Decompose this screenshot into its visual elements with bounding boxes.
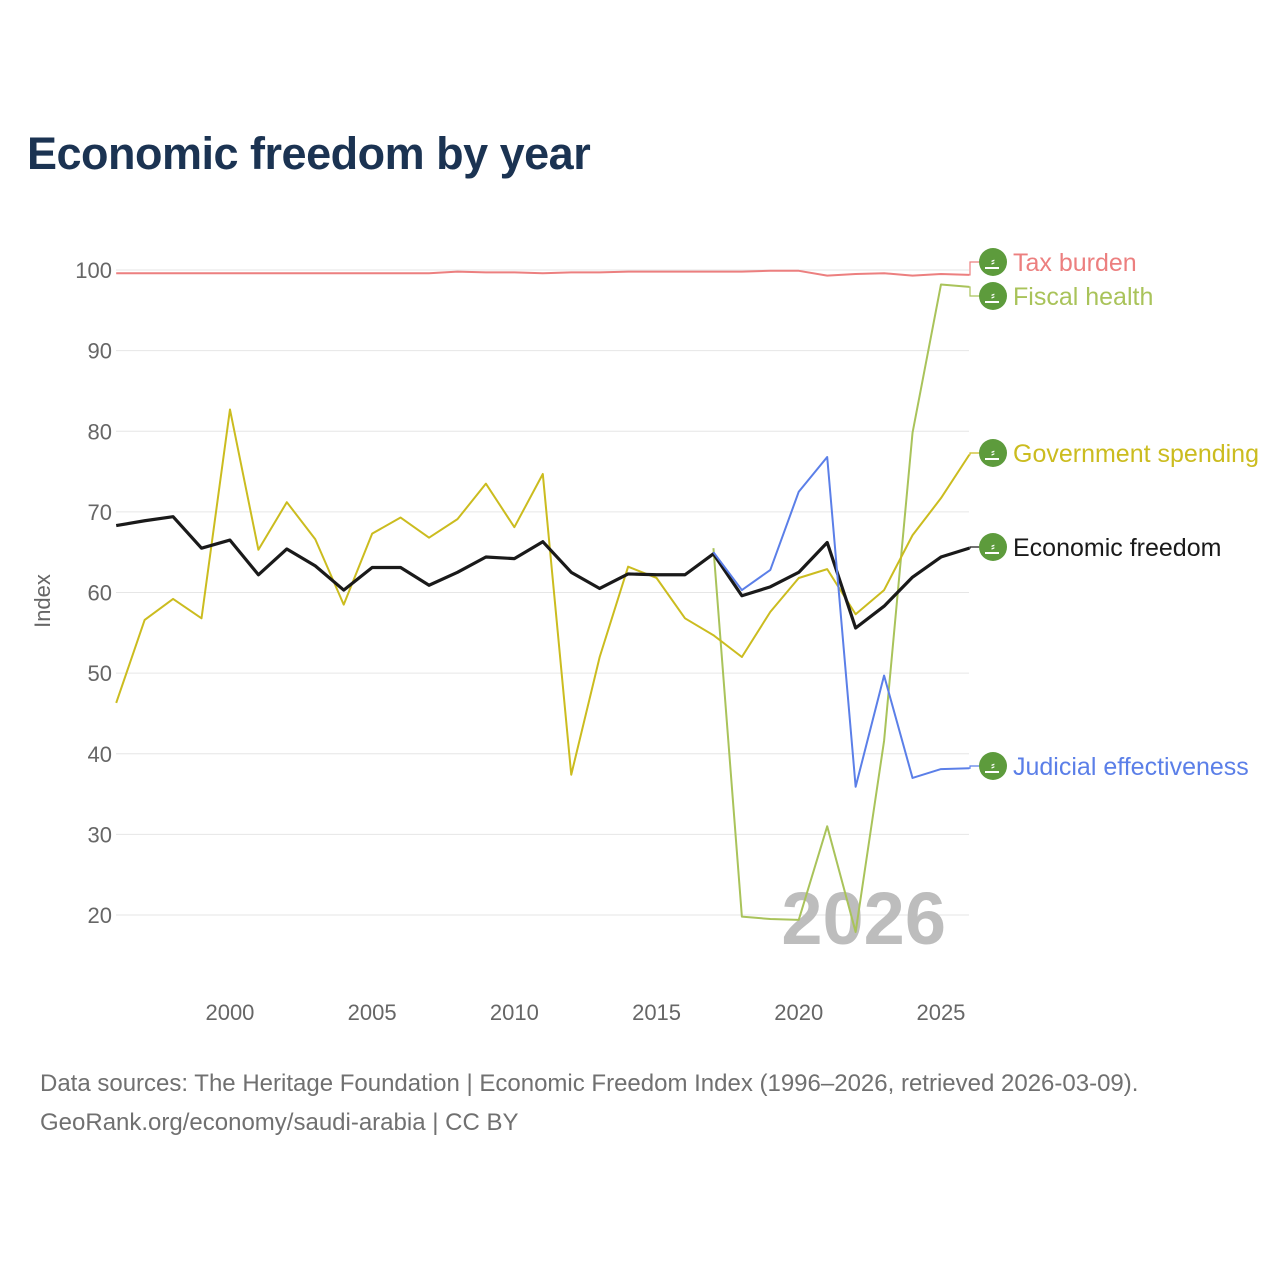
flag-script-glyph: ⸗ [991,760,995,772]
y-tick-label: 70 [88,500,112,525]
chart-title: Economic freedom by year [27,128,591,179]
x-tick-label: 2020 [774,1000,823,1025]
label-connector [969,765,980,769]
x-tick-label: 2025 [916,1000,965,1025]
y-tick-label: 40 [88,742,112,767]
series-line-fiscal-health [712,283,970,933]
flag-script-glyph: ⸗ [991,290,995,302]
x-tick-label: 2000 [205,1000,254,1025]
legend-label-government-spending: Government spending [1013,440,1259,468]
y-tick-label: 50 [88,661,112,686]
y-tick-label: 30 [88,822,112,847]
y-tick-label: 20 [88,903,112,928]
y-tick-label: 100 [75,258,112,283]
label-connector [969,546,980,549]
flag-script-glyph: ⸗ [991,541,995,553]
legend-label-judicial-effectiveness: Judicial effectiveness [1013,753,1249,781]
label-connector [969,286,980,297]
flag-sword-icon [985,267,999,269]
x-tick-label: 2015 [632,1000,681,1025]
source-note: Data sources: The Heritage Foundation | … [40,1070,1139,1097]
flag-sword-icon [985,771,999,773]
y-axis-label: Index [30,574,55,628]
license-note: GeoRank.org/economy/saudi-arabia | CC BY [40,1109,519,1136]
x-tick-label: 2010 [490,1000,539,1025]
x-tick-label: 2005 [348,1000,397,1025]
label-connector [969,452,980,456]
legend-label-economic-freedom: Economic freedom [1013,534,1221,562]
year-watermark: 2026 [781,877,946,960]
y-tick-label: 90 [88,339,112,364]
label-connector [969,261,980,276]
flag-script-glyph: ⸗ [991,256,995,268]
legend-label-fiscal-health: Fiscal health [1013,283,1153,311]
y-tick-label: 80 [88,419,112,444]
y-tick-label: 60 [88,581,112,606]
flag-sword-icon [985,458,999,460]
flag-script-glyph: ⸗ [991,447,995,459]
flag-sword-icon [985,301,999,303]
series-line-judicial-effectiveness [712,456,970,788]
flag-sword-icon [985,552,999,554]
legend-label-tax-burden: Tax burden [1013,249,1137,277]
